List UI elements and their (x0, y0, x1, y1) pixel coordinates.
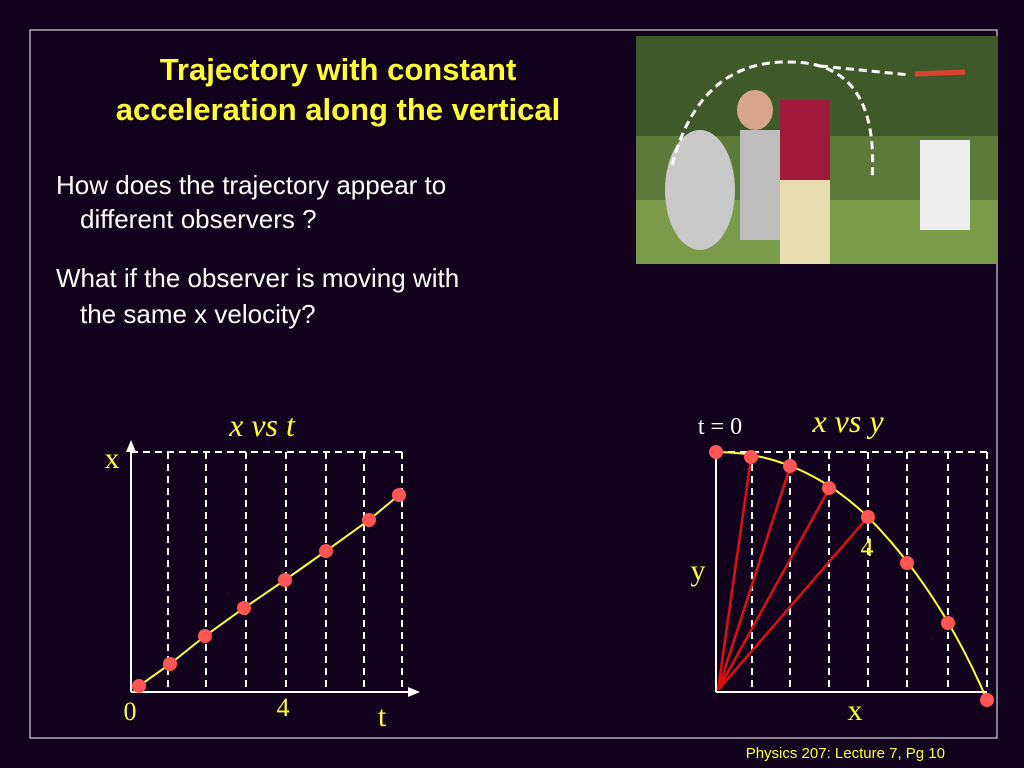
guide-lines (131, 451, 403, 692)
start-label: t = 0 (698, 414, 742, 440)
diagram-title: x vs y (811, 403, 884, 439)
title-line: Trajectory with constant (160, 52, 517, 87)
point (132, 679, 146, 693)
bullets: How does the trajectory appear to differ… (56, 170, 459, 329)
vector (716, 466, 792, 691)
vector (716, 457, 753, 691)
axis-label: t (378, 700, 387, 733)
trajectory (715, 451, 988, 701)
point (783, 459, 797, 473)
axis-arrow (126, 440, 136, 452)
vector (717, 516, 869, 691)
axis-arrow (408, 687, 420, 697)
bullet-line: different observers ? (80, 204, 317, 234)
right-diagram: x vs y t = 0 (691, 403, 994, 727)
step-label: 4 (861, 533, 874, 562)
photo-person (920, 140, 970, 230)
point (362, 513, 376, 527)
photo-arrow (819, 64, 911, 77)
points (132, 488, 406, 693)
axis-label: x (848, 694, 863, 727)
slide-border (29, 29, 998, 739)
point (980, 693, 994, 707)
point (163, 657, 177, 671)
step-label: 4 (277, 693, 290, 722)
photo-arrow (670, 60, 875, 181)
photo-person (665, 130, 735, 250)
bullet-line: How does the trajectory appear to (56, 170, 446, 200)
photo-person (737, 90, 773, 130)
bullet-line: What if the observer is moving with (56, 263, 459, 293)
position-vectors (716, 457, 869, 691)
title-line: acceleration along the vertical (116, 92, 561, 127)
photo (636, 36, 998, 264)
photo-person (780, 100, 830, 190)
point (237, 601, 251, 615)
left-diagram: x vs t x t 0 4 (105, 407, 420, 733)
diagram-title: x vs t (228, 407, 296, 443)
point (744, 450, 758, 464)
axis-label: x (105, 442, 120, 475)
point (198, 629, 212, 643)
point (941, 616, 955, 630)
vector (716, 488, 831, 691)
point (900, 556, 914, 570)
photo-javelin (914, 69, 966, 77)
origin-label: 0 (124, 697, 137, 726)
trajectory (138, 494, 400, 687)
footer: Physics 207: Lecture 7, Pg 10 (746, 745, 945, 762)
point (278, 573, 292, 587)
point (392, 488, 406, 502)
bullet-line: the same x velocity? (80, 299, 316, 329)
points (709, 445, 994, 707)
point (822, 481, 836, 495)
photo-person (780, 180, 830, 264)
axis-label: y (691, 554, 706, 587)
point (861, 510, 875, 524)
point (319, 544, 333, 558)
point (709, 445, 723, 459)
